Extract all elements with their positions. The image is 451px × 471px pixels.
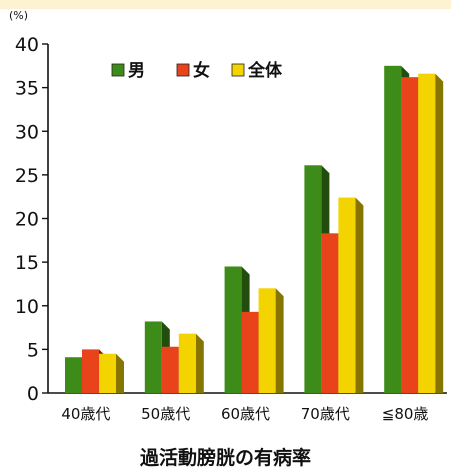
x-tick-label: ≦80歳 bbox=[382, 405, 429, 423]
bar bbox=[99, 353, 116, 393]
bar bbox=[224, 266, 242, 393]
bar bbox=[82, 349, 99, 393]
bar bbox=[258, 288, 276, 393]
legend-label: 男 bbox=[128, 61, 145, 81]
y-tick-label: 10 bbox=[15, 296, 39, 318]
legend-swatch bbox=[231, 63, 245, 77]
bar bbox=[401, 77, 419, 393]
bar bbox=[321, 233, 339, 393]
legend-swatch bbox=[111, 63, 125, 77]
bar bbox=[65, 357, 82, 393]
bar bbox=[144, 321, 162, 393]
y-unit-label: (%) bbox=[9, 9, 28, 22]
x-tick-label: 70歳代 bbox=[301, 405, 350, 423]
y-tick-label: 40 bbox=[15, 34, 39, 56]
top-band bbox=[0, 0, 451, 9]
x-tick-label: 60歳代 bbox=[221, 405, 270, 423]
chart-title: 過活動膀胱の有病率 bbox=[139, 447, 311, 469]
y-tick-label: 35 bbox=[15, 78, 39, 100]
y-tick-label: 30 bbox=[15, 121, 39, 143]
bar bbox=[418, 73, 436, 393]
y-tick-label: 25 bbox=[15, 165, 39, 187]
y-tick-label: 20 bbox=[15, 209, 39, 231]
y-tick-label: 15 bbox=[15, 252, 39, 274]
bar bbox=[384, 65, 402, 393]
x-tick-label: 50歳代 bbox=[141, 405, 190, 423]
bar-side bbox=[195, 333, 204, 393]
y-tick-label: 5 bbox=[27, 339, 39, 361]
legend-swatch bbox=[176, 63, 190, 77]
bar-side bbox=[355, 197, 364, 393]
bar bbox=[304, 165, 322, 393]
bar-side bbox=[116, 353, 124, 393]
bar bbox=[161, 346, 179, 393]
bar bbox=[241, 311, 259, 393]
x-tick-label: 40歳代 bbox=[61, 405, 110, 423]
bar bbox=[178, 333, 196, 393]
bar bbox=[338, 197, 356, 393]
y-tick-label: 0 bbox=[27, 383, 39, 405]
legend-label: 女 bbox=[193, 60, 210, 81]
bar-side bbox=[275, 288, 284, 393]
legend-label: 全体 bbox=[247, 60, 283, 81]
bar-side bbox=[435, 73, 444, 393]
